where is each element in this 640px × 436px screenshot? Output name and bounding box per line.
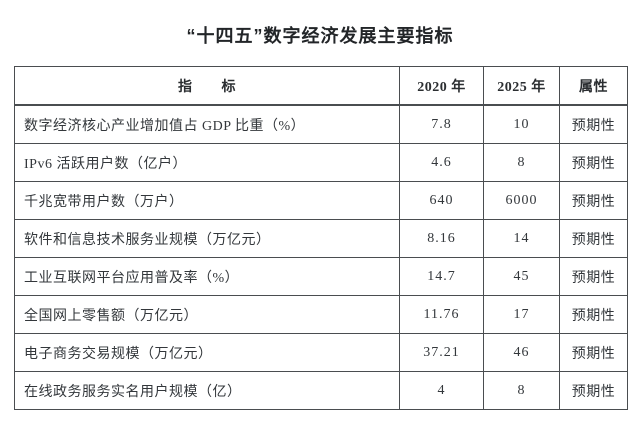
value-2020-cell: 640 bbox=[399, 181, 484, 220]
attribute-cell: 预期性 bbox=[559, 143, 628, 182]
attribute-cell: 预期性 bbox=[559, 371, 628, 410]
table-row: 电子商务交易规模（万亿元） 37.21 46 预期性 bbox=[14, 333, 628, 372]
attribute-cell: 预期性 bbox=[559, 295, 628, 334]
value-2025-cell: 6000 bbox=[483, 181, 560, 220]
indicator-cell: 软件和信息技术服务业规模（万亿元） bbox=[14, 219, 400, 258]
attribute-cell: 预期性 bbox=[559, 257, 628, 296]
indicator-cell: 工业互联网平台应用普及率（%） bbox=[14, 257, 400, 296]
value-2020-cell: 11.76 bbox=[399, 295, 484, 334]
attribute-cell: 预期性 bbox=[559, 181, 628, 220]
page-title: “十四五”数字经济发展主要指标 bbox=[186, 26, 454, 46]
indicator-cell: 在线政务服务实名用户规模（亿） bbox=[14, 371, 400, 410]
indicator-cell: 电子商务交易规模（万亿元） bbox=[14, 333, 400, 372]
value-2025-cell: 17 bbox=[483, 295, 560, 334]
value-2025-cell: 46 bbox=[483, 333, 560, 372]
value-2025-cell: 10 bbox=[483, 104, 560, 144]
indicator-cell: 数字经济核心产业增加值占 GDP 比重（%） bbox=[14, 104, 400, 144]
table-row: 全国网上零售额（万亿元） 11.76 17 预期性 bbox=[14, 295, 628, 334]
attribute-cell: 预期性 bbox=[559, 333, 628, 372]
value-2020-cell: 37.21 bbox=[399, 333, 484, 372]
table-row: 数字经济核心产业增加值占 GDP 比重（%） 7.8 10 预期性 bbox=[14, 104, 628, 144]
table-row: 在线政务服务实名用户规模（亿） 4 8 预期性 bbox=[14, 371, 628, 410]
header-attribute: 属性 bbox=[559, 66, 628, 106]
value-2025-cell: 8 bbox=[483, 143, 560, 182]
header-year-2020: 2020 年 bbox=[399, 66, 484, 106]
indicator-cell: 全国网上零售额（万亿元） bbox=[14, 295, 400, 334]
value-2025-cell: 14 bbox=[483, 219, 560, 258]
value-2020-cell: 4.6 bbox=[399, 143, 484, 182]
attribute-cell: 预期性 bbox=[559, 104, 628, 144]
value-2020-cell: 14.7 bbox=[399, 257, 484, 296]
indicators-table: 指 标 2020 年 2025 年 属性 数字经济核心产业增加值占 GDP 比重… bbox=[14, 66, 628, 410]
attribute-cell: 预期性 bbox=[559, 219, 628, 258]
value-2020-cell: 8.16 bbox=[399, 219, 484, 258]
value-2020-cell: 7.8 bbox=[399, 104, 484, 144]
value-2025-cell: 8 bbox=[483, 371, 560, 410]
table-row: 工业互联网平台应用普及率（%） 14.7 45 预期性 bbox=[14, 257, 628, 296]
indicator-cell: IPv6 活跃用户数（亿户） bbox=[14, 143, 400, 182]
value-2020-cell: 4 bbox=[399, 371, 484, 410]
header-year-2025: 2025 年 bbox=[483, 66, 560, 106]
indicator-cell: 千兆宽带用户数（万户） bbox=[14, 181, 400, 220]
table-row: 千兆宽带用户数（万户） 640 6000 预期性 bbox=[14, 181, 628, 220]
table-row: 软件和信息技术服务业规模（万亿元） 8.16 14 预期性 bbox=[14, 219, 628, 258]
table-header-row: 指 标 2020 年 2025 年 属性 bbox=[14, 66, 628, 106]
table-row: IPv6 活跃用户数（亿户） 4.6 8 预期性 bbox=[14, 143, 628, 182]
value-2025-cell: 45 bbox=[483, 257, 560, 296]
header-indicator: 指 标 bbox=[14, 66, 400, 106]
